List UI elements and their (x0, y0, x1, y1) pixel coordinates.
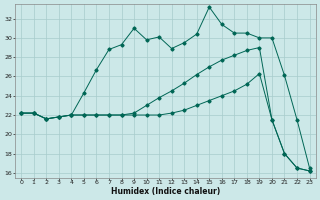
X-axis label: Humidex (Indice chaleur): Humidex (Indice chaleur) (111, 187, 220, 196)
